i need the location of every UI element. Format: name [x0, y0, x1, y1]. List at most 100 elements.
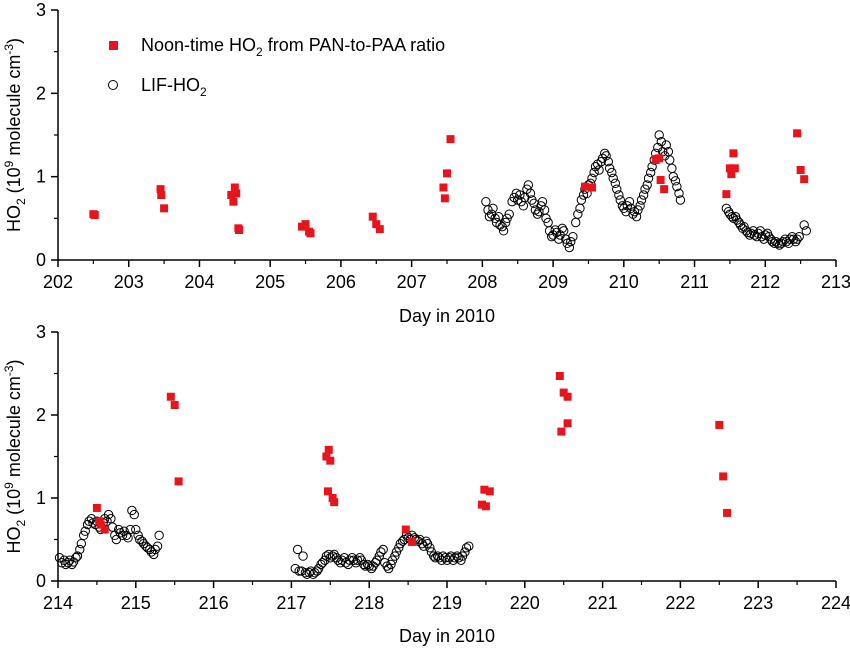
data-point-circle [481, 196, 491, 207]
y-axis-title-part: ) [4, 38, 24, 44]
x-tick-label: 205 [255, 272, 285, 292]
x-tick-label: 209 [538, 272, 568, 292]
legend-label: Noon-time HO2 from PAN-to-PAA ratio [141, 35, 445, 59]
data-point-circle [152, 541, 163, 551]
data-point-square [715, 420, 724, 429]
data-point-square [439, 183, 448, 192]
data-point-square [443, 169, 451, 178]
y-axis-title-sub: 2 [14, 520, 28, 527]
series-lif-ho2 [481, 130, 811, 253]
x-tick-label: 223 [743, 593, 773, 613]
legend-label-sub: 2 [200, 85, 207, 99]
data-point-square [555, 371, 564, 380]
data-point-square [407, 537, 416, 546]
data-point-circle [654, 130, 664, 140]
y-tick-label: 1 [36, 488, 46, 508]
data-point-circle [148, 549, 159, 560]
data-point-circle [788, 234, 799, 244]
data-point-circle [294, 566, 304, 576]
data-point-square [800, 175, 809, 184]
data-point-square [326, 456, 335, 465]
data-point-circle [607, 167, 617, 178]
x-tick-label: 215 [121, 593, 151, 613]
legend-label-part: LIF-HO [141, 75, 200, 95]
data-point-circle [614, 190, 624, 200]
legend-marker-square [109, 41, 118, 50]
data-point-square [796, 166, 805, 174]
data-point-circle [125, 524, 136, 535]
data-point-circle [594, 165, 604, 175]
data-point-circle [76, 538, 87, 549]
data-point-square [229, 197, 238, 206]
data-point-circle [787, 231, 797, 242]
chart-panel-2: 214 215 216 217 218 219 220 221 222 223 224 0 1 2 3 Day… [2, 322, 850, 646]
data-point-square [166, 392, 175, 401]
data-point-square [719, 472, 728, 481]
legend-label: LIF-HO2 [141, 75, 207, 99]
x-tick-label: 222 [665, 593, 695, 613]
data-point-square [723, 508, 732, 517]
data-point-circle [672, 181, 682, 192]
data-point-circle [636, 195, 647, 205]
y-axis-title-part: (10 [4, 489, 24, 520]
data-point-circle [376, 547, 386, 557]
data-point-square [227, 191, 236, 199]
data-point-square [730, 164, 739, 173]
y-axis-title-sup: 9 [2, 482, 16, 489]
data-point-circle [674, 188, 684, 199]
data-point-circle [461, 543, 472, 553]
data-point-circle [643, 173, 654, 184]
data-point-square [230, 183, 239, 192]
data-point-square [322, 452, 331, 461]
data-point-square [446, 135, 455, 144]
x-tick-label: 218 [354, 593, 384, 613]
data-point-circle [600, 148, 610, 159]
y-tick-label: 2 [36, 405, 46, 425]
data-point-square [160, 204, 169, 213]
chart-panel-1: 202 203 204 205 206 207 208 209 210 211 212 213 0 1 2 3… [2, 0, 850, 326]
data-point-circle [484, 211, 495, 222]
data-point-circle [645, 167, 656, 178]
data-point-square [301, 220, 310, 229]
data-point-circle [360, 561, 371, 571]
data-point-square [372, 220, 381, 229]
data-point-circle [429, 551, 439, 561]
data-point-circle [792, 234, 802, 244]
data-point-square [401, 525, 410, 534]
data-point-square [324, 445, 333, 454]
y-axis-title-part: molecule cm [4, 376, 24, 482]
data-point-circle [638, 190, 649, 200]
data-point-square [722, 190, 731, 199]
data-point-circle [345, 555, 355, 565]
x-tick-label: 207 [397, 272, 427, 292]
y-tick-label: 0 [36, 250, 46, 270]
data-point-circle [603, 156, 613, 167]
data-point-circle [764, 231, 774, 242]
data-point-circle [790, 236, 801, 247]
data-point-circle [608, 173, 618, 184]
data-point-circle [576, 195, 587, 205]
data-point-circle [656, 136, 667, 147]
data-point-circle [612, 184, 622, 194]
y-tick-label: 3 [36, 322, 46, 342]
data-point-circle [525, 188, 536, 199]
legend-marker-circle [108, 80, 118, 90]
data-point-circle [610, 178, 621, 189]
data-point-circle [571, 217, 581, 228]
data-point-square [656, 176, 665, 184]
data-point-circle [150, 544, 160, 555]
data-point-square [440, 194, 449, 203]
data-point-circle [378, 544, 388, 555]
data-point-circle [799, 220, 809, 230]
data-point-circle [561, 234, 571, 244]
y-axis-title-part: ) [4, 359, 24, 365]
x-tick-label: 211 [680, 272, 709, 292]
data-point-square [368, 212, 377, 221]
data-point-circle [532, 209, 543, 219]
data-point-square [92, 503, 101, 512]
x-tick-label: 214 [43, 593, 73, 613]
x-tick-label: 219 [432, 593, 462, 613]
data-point-circle [727, 211, 737, 222]
data-point-circle [564, 242, 575, 253]
data-point-square [174, 477, 183, 486]
